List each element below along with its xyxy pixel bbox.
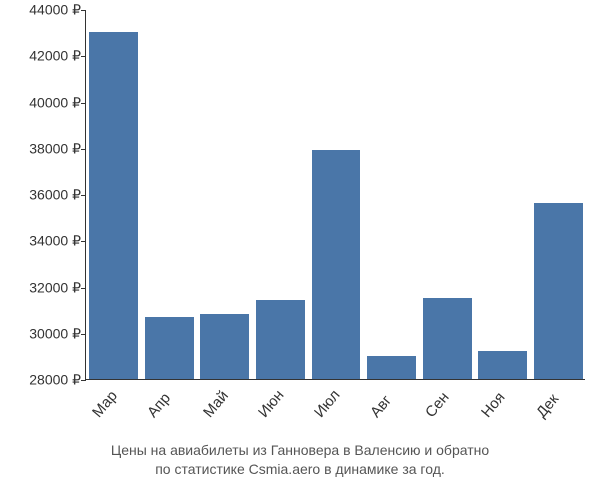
y-tick-label: 38000 ₽ — [1, 140, 81, 157]
y-tick-label: 30000 ₽ — [1, 325, 81, 342]
x-tick-label: Июл — [311, 387, 344, 421]
y-tick-mark — [81, 103, 86, 104]
x-tick-label: Дек — [533, 391, 562, 421]
bar — [423, 298, 472, 379]
x-tick-label: Апр — [144, 390, 174, 421]
y-tick-label: 34000 ₽ — [1, 233, 81, 250]
y-tick-mark — [81, 241, 86, 242]
x-tick-label: Май — [200, 387, 232, 420]
y-tick-mark — [81, 56, 86, 57]
x-tick-label: Ноя — [478, 389, 509, 421]
bar — [367, 356, 416, 379]
bar — [89, 32, 138, 379]
y-tick-mark — [81, 195, 86, 196]
y-tick-label: 36000 ₽ — [1, 187, 81, 204]
y-tick-label: 28000 ₽ — [1, 372, 81, 389]
y-tick-mark — [81, 288, 86, 289]
x-tick-label: Июн — [255, 387, 288, 421]
bar — [478, 351, 527, 379]
y-tick-mark — [81, 10, 86, 11]
bar — [312, 150, 361, 379]
y-tick-label: 44000 ₽ — [1, 2, 81, 19]
caption: Цены на авиабилеты из Ганновера в Валенс… — [0, 441, 600, 480]
bar — [200, 314, 249, 379]
y-tick-label: 42000 ₽ — [1, 48, 81, 65]
y-tick-mark — [81, 334, 86, 335]
x-tick-label: Сен — [422, 389, 453, 421]
caption-line2: по статистике Csmia.aero в динамике за г… — [0, 460, 600, 480]
bar — [256, 300, 305, 379]
y-tick-label: 32000 ₽ — [1, 279, 81, 296]
y-tick-label: 40000 ₽ — [1, 94, 81, 111]
caption-line1: Цены на авиабилеты из Ганновера в Валенс… — [0, 441, 600, 461]
bar — [534, 203, 583, 379]
plot-area: 28000 ₽30000 ₽32000 ₽34000 ₽36000 ₽38000… — [85, 10, 585, 380]
bar — [145, 317, 194, 379]
x-tick-label: Мар — [89, 388, 121, 421]
x-labels-container: Мар Апр Май Июн Июл Авг Сен Ноя Дек — [85, 378, 585, 438]
x-tick-label: Авг — [367, 392, 395, 421]
chart-container: 28000 ₽30000 ₽32000 ₽34000 ₽36000 ₽38000… — [85, 10, 585, 380]
y-tick-mark — [81, 149, 86, 150]
